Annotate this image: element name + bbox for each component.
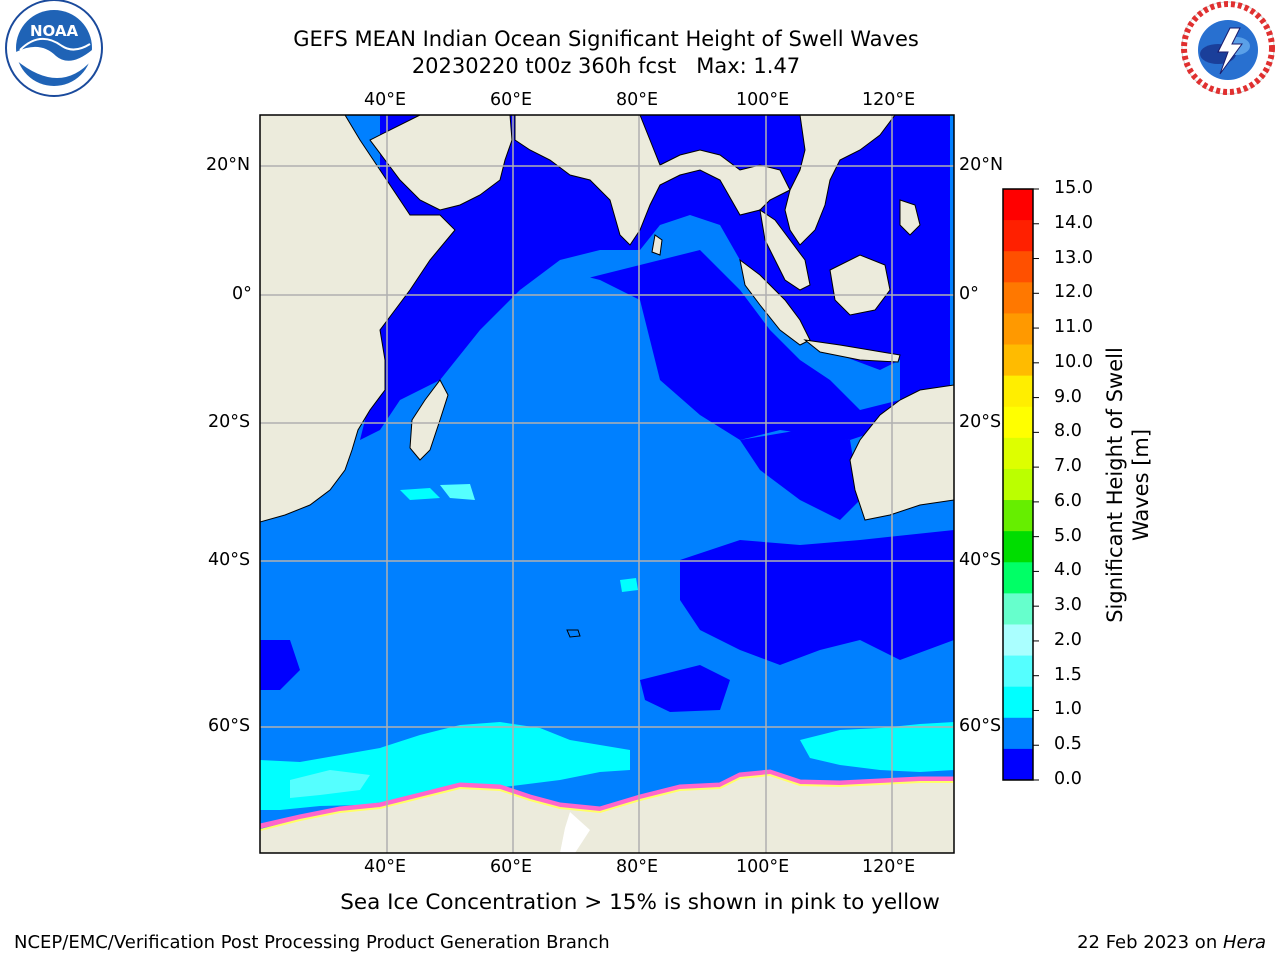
colorbar-frame: [1002, 188, 1034, 781]
colorbar-segment: [1003, 717, 1033, 750]
colorbar-segment: [1003, 562, 1033, 594]
colorbar-tick-label: 3.0: [1054, 595, 1082, 616]
map-frame: [259, 114, 955, 854]
lon-label-bottom-80e: 80°E: [616, 857, 659, 877]
colorbar-segment: [1003, 282, 1033, 314]
lon-label-top-40e: 40°E: [364, 90, 407, 110]
noaa-logo: NOAA: [5, 0, 103, 97]
colorbar-segment: [1003, 313, 1033, 346]
lat-label-right-60s: 60°S: [959, 716, 1002, 736]
lon-label-top-100e: 100°E: [736, 90, 790, 110]
colorbar-segment: [1003, 220, 1033, 252]
colorbar-label: Significant Height of Swell Waves [m]: [1102, 347, 1154, 623]
colorbar-segment: [1003, 251, 1033, 283]
colorbar-tick-label: 0.5: [1054, 734, 1082, 755]
lon-label-top-120e: 120°E: [862, 90, 916, 110]
lon-label-bottom-40e: 40°E: [364, 857, 407, 877]
lat-label-right-0: 0°: [959, 284, 979, 304]
colorbar-segment: [1003, 686, 1033, 719]
colorbar-label-line1: Significant Height of Swell: [1103, 347, 1127, 623]
sea-ice-note: Sea Ice Concentration > 15% is shown in …: [340, 890, 940, 915]
colorbar-segment: [1003, 531, 1033, 563]
colorbar-tick-label: 15.0: [1054, 178, 1093, 198]
colorbar-label-line2: Waves [m]: [1129, 428, 1153, 542]
lon-label-top-60e: 60°E: [490, 90, 533, 110]
nws-logo: [1181, 1, 1275, 95]
lat-label-left-60s: 60°S: [208, 716, 251, 736]
lat-label-left-20s: 20°S: [208, 412, 251, 432]
colorbar-tick-label: 10.0: [1054, 351, 1093, 372]
lat-label-left-0: 0°: [232, 284, 252, 304]
colorbar-tick-label: 1.0: [1054, 699, 1082, 720]
colorbar-tick-label: 11.0: [1054, 317, 1093, 338]
lat-label-right-20s: 20°S: [959, 412, 1002, 432]
chart-subtitle: 20230220 t00z 360h fcst Max: 1.47: [411, 54, 801, 78]
colorbar-segment: [1003, 593, 1033, 625]
colorbar-segment: [1003, 375, 1033, 408]
colorbar-segment: [1003, 500, 1033, 532]
colorbar-tick-label: 2.0: [1054, 629, 1082, 650]
colorbar-tick-label: 5.0: [1054, 525, 1082, 546]
lon-label-bottom-120e: 120°E: [862, 857, 916, 877]
colorbar-segment: [1003, 624, 1033, 657]
colorbar-tick-label: 7.0: [1054, 456, 1082, 477]
colorbar-tick-label: 4.0: [1054, 560, 1082, 581]
colorbar-tick-label: 0.0: [1054, 769, 1082, 789]
lat-label-left-40s: 40°S: [208, 550, 251, 570]
colorbar-segment: [1003, 189, 1033, 221]
lon-label-top-80e: 80°E: [616, 90, 659, 110]
noaa-logo-text: NOAA: [30, 22, 79, 40]
colorbar-tick-label: 9.0: [1054, 386, 1082, 407]
colorbar-segment: [1003, 437, 1033, 470]
footer-date: 22 Feb 2023 on Hera: [1077, 932, 1266, 953]
colorbar-segment: [1003, 655, 1033, 688]
lat-label-left-20n: 20°N: [206, 155, 251, 175]
map-plot: [260, 115, 954, 853]
colorbar: [1002, 188, 1039, 781]
footer-date-text: 22 Feb 2023 on: [1077, 932, 1223, 953]
lon-label-bottom-100e: 100°E: [736, 857, 790, 877]
colorbar-tick-label: 1.5: [1054, 664, 1082, 685]
lon-label-bottom-60e: 60°E: [490, 857, 533, 877]
colorbar-tick-label: 6.0: [1054, 490, 1082, 511]
lat-label-right-40s: 40°S: [959, 550, 1002, 570]
footer-credit: NCEP/EMC/Verification Post Processing Pr…: [14, 932, 610, 953]
graticule: [260, 115, 954, 853]
colorbar-tick-label: 14.0: [1054, 212, 1093, 233]
colorbar-segment: [1003, 468, 1033, 501]
colorbar-tick-label: 8.0: [1054, 421, 1082, 442]
colorbar-tick-label: 12.0: [1054, 282, 1093, 303]
colorbar-tick-label: 13.0: [1054, 247, 1093, 268]
lat-label-right-20n: 20°N: [959, 155, 1004, 175]
colorbar-segment: [1003, 748, 1033, 781]
colorbar-segment: [1003, 406, 1033, 439]
chart-title: GEFS MEAN Indian Ocean Significant Heigh…: [293, 27, 919, 51]
colorbar-segment: [1003, 344, 1033, 377]
footer-machine: Hera: [1222, 932, 1266, 953]
